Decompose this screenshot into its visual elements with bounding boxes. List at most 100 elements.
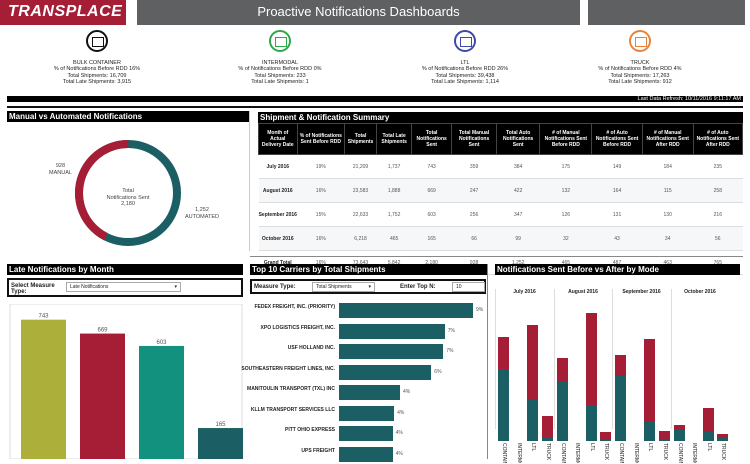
- carrier-bar[interactable]: [339, 446, 393, 462]
- bar-after-rdd[interactable]: [541, 415, 553, 438]
- month-header: July 2016: [495, 289, 553, 429]
- table-cell: 132: [539, 178, 592, 203]
- carrier-name: USF HOLLAND INC.: [287, 345, 335, 351]
- bar-after-rdd[interactable]: [556, 357, 568, 382]
- top-n-label: Enter Top N:: [400, 284, 436, 290]
- mode-axis-label: LTL: [705, 443, 712, 452]
- column-header: Total Shipments: [344, 123, 378, 155]
- table-cell: October 2016: [258, 226, 298, 251]
- bar-before-rdd[interactable]: [556, 381, 568, 441]
- table-cell: 465: [376, 226, 412, 251]
- mode-axis-label: TRUCK: [544, 443, 551, 461]
- measure-type-value: Total Shipments: [316, 284, 352, 290]
- measure-type-label: Measure Type:: [254, 284, 296, 290]
- carrier-bar[interactable]: [339, 385, 401, 400]
- table-cell: 22,633: [344, 202, 377, 227]
- mode-axis-label: TRUCK: [720, 443, 727, 461]
- measure-type-select[interactable]: Total Shipments ▾: [312, 282, 375, 292]
- bar-before-rdd[interactable]: [702, 431, 714, 441]
- bar-before-rdd[interactable]: [673, 429, 685, 441]
- column-header: # of Auto Notifications Sent Before RDD: [591, 123, 643, 155]
- bar-before-rdd[interactable]: [658, 440, 670, 441]
- bar-before-rdd[interactable]: [527, 398, 539, 441]
- table-cell: 32: [539, 226, 592, 251]
- carrier-bar[interactable]: [339, 426, 393, 441]
- mode-pct: % of Notifications Before RDD 0%: [238, 66, 322, 73]
- bar-before-rdd[interactable]: [541, 437, 553, 441]
- carrier-name: PITT OHIO EXPRESS: [284, 427, 335, 433]
- mode-axis-label: LTL: [647, 443, 654, 452]
- table-cell: 1,752: [376, 202, 412, 227]
- table-cell: 235: [693, 154, 743, 179]
- divider: [250, 256, 743, 257]
- mode-axis-label: CONTAINER: [559, 443, 566, 463]
- table-cell: 743: [411, 154, 452, 179]
- carrier-pct: 9%: [476, 307, 484, 313]
- bar-after-rdd[interactable]: [717, 434, 729, 439]
- table-cell: 1,888: [376, 178, 412, 203]
- mode-axis-label: INTERMODAL: [515, 443, 522, 463]
- column-header: % of Notifications Sent Before RDD: [296, 123, 346, 155]
- bar-after-rdd[interactable]: [615, 354, 626, 377]
- chevron-down-icon: ▾: [368, 284, 371, 290]
- manual-label: MANUAL: [49, 169, 72, 176]
- bar-after-rdd[interactable]: [658, 431, 670, 440]
- bar-after-rdd[interactable]: [585, 312, 597, 405]
- month-header: August 2016: [553, 289, 612, 429]
- bar-before-rdd[interactable]: [600, 440, 612, 441]
- divider: [7, 106, 743, 108]
- bar-after-rdd[interactable]: [673, 425, 685, 430]
- bar-after-rdd[interactable]: [527, 324, 539, 399]
- table-row: October 2016 16% 6,218 465 165 66 99 32 43 34 56: [258, 226, 743, 251]
- bar-september-2016[interactable]: [139, 345, 184, 459]
- table-cell: 258: [693, 178, 743, 203]
- carrier-bar[interactable]: [339, 405, 395, 421]
- bar-before-rdd[interactable]: [615, 376, 626, 441]
- summary-table: Month of Actual Delivery Date% of Notifi…: [258, 123, 744, 275]
- bar-after-rdd[interactable]: [702, 408, 714, 432]
- table-row: September 2016 15% 22,633 1,752 603 256 347 126…: [258, 202, 743, 227]
- envelope-icon: [629, 30, 651, 52]
- bar-before-rdd[interactable]: [644, 422, 656, 441]
- carrier-bar[interactable]: [339, 344, 444, 359]
- bar-after-rdd[interactable]: [600, 432, 612, 441]
- mode-axis-label: TRUCK: [661, 443, 668, 461]
- carrier-bar[interactable]: [339, 303, 473, 318]
- bar-label: 669: [97, 328, 108, 334]
- top-n-input[interactable]: 10: [452, 282, 485, 292]
- carrier-name: FEDEX FREIGHT, INC. (PRIORITY): [254, 304, 335, 310]
- table-cell: 131: [591, 202, 643, 227]
- auto-value: 1,252: [195, 207, 209, 213]
- donut-center-label: Notifications Sent: [106, 194, 150, 201]
- transplace-logo: TRANSPLACE: [0, 0, 126, 25]
- table-cell: 126: [539, 202, 592, 227]
- carrier-bar[interactable]: [339, 323, 445, 339]
- table-cell: 603: [411, 202, 452, 227]
- panel-title: Shipment & Notification Summary: [258, 112, 743, 123]
- table-cell: 669: [411, 178, 452, 203]
- measure-type-select[interactable]: Late Notifications ▾: [66, 282, 181, 292]
- bar-august-2016[interactable]: [80, 333, 125, 459]
- envelope-icon: [454, 30, 476, 52]
- column-header: Total Notifications Sent: [411, 123, 453, 155]
- last-refresh: Last Data Refresh: 10/11/2016 9:11:17 AM: [7, 96, 743, 102]
- carrier-bar[interactable]: [339, 364, 432, 380]
- bar-after-rdd[interactable]: [498, 337, 509, 370]
- column-header: # of Manual Notifications Sent After RDD: [641, 123, 694, 155]
- bar-before-rdd[interactable]: [717, 438, 729, 441]
- measure-type-value: Late Notifications: [70, 284, 109, 290]
- bar-before-rdd[interactable]: [585, 404, 597, 441]
- manual-vs-auto-panel: Manual vs Automated Notifications Total …: [7, 111, 250, 251]
- bar-october-2016[interactable]: [198, 428, 243, 459]
- bar-before-rdd[interactable]: [498, 369, 509, 441]
- table-cell: September 2016: [258, 202, 298, 227]
- mode-ship: Total Shipments: 17,263: [610, 72, 670, 79]
- measure-type-label: Select Measure Type:: [11, 283, 55, 295]
- bar-after-rdd[interactable]: [644, 338, 656, 423]
- bar-july-2016[interactable]: [21, 319, 66, 459]
- envelope-icon: [269, 30, 291, 52]
- table-cell: 16%: [297, 178, 345, 203]
- mode-summary: INTERMODAL% of Notifications Before RDD …: [195, 30, 365, 86]
- month-header: September 2016: [612, 289, 670, 429]
- carrier-row: PITT OHIO EXPRESS 4%: [250, 425, 488, 443]
